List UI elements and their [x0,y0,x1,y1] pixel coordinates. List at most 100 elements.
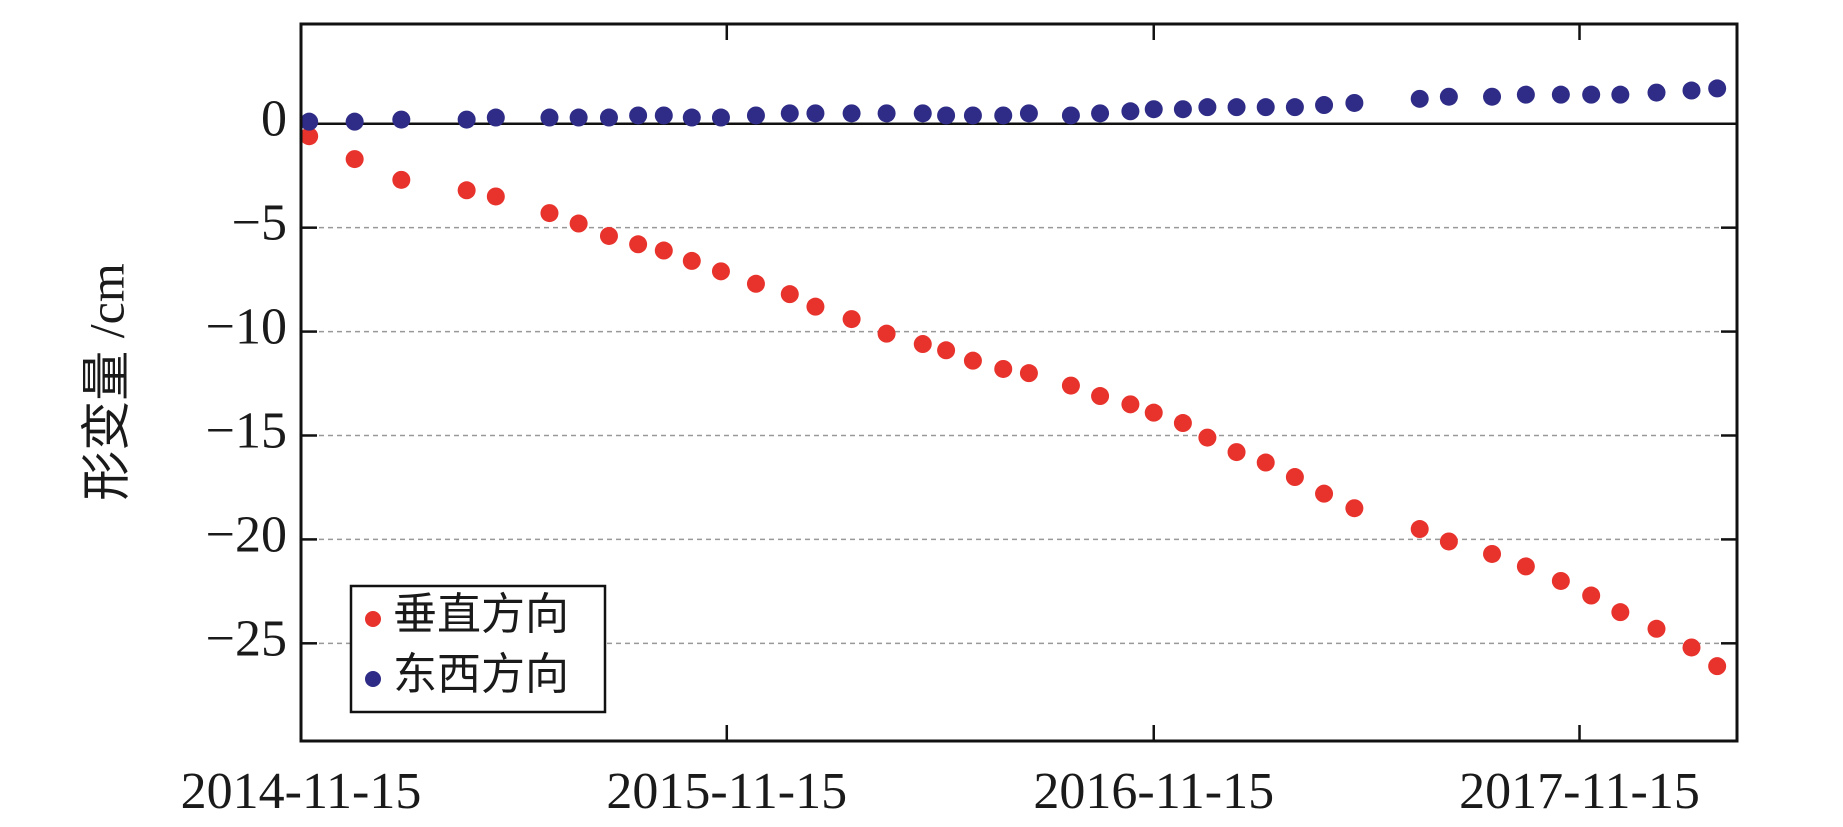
point [1551,85,1570,104]
point [629,235,648,254]
point [1285,468,1304,487]
point [1061,376,1080,395]
point [1483,87,1502,106]
point [1121,395,1140,414]
point [913,104,932,123]
point [392,170,411,189]
point [1285,98,1304,117]
point [1611,85,1630,104]
point [300,127,319,146]
point [913,335,932,354]
point [1198,428,1217,447]
point [746,274,765,293]
point [963,351,982,370]
point [300,112,319,131]
point [1647,83,1666,102]
y-tick-label: −5 [232,195,287,252]
point [994,359,1013,378]
point [1551,571,1570,590]
point [806,297,825,316]
y-axis-label: 形变量 /cm [78,263,134,501]
point [937,341,956,360]
point [457,181,476,200]
point [540,204,559,223]
point [1019,364,1038,383]
point [711,108,730,127]
point [842,310,861,329]
y-tick-label: 0 [261,91,287,148]
point [1173,100,1192,119]
legend-label: 东西方向 [393,650,569,699]
point [1227,98,1246,117]
point [1682,638,1701,657]
point [392,110,411,129]
point [877,104,896,123]
point [937,106,956,125]
x-tick-label: 2017-11-15 [1459,763,1700,820]
point [682,108,701,127]
legend-label: 垂直方向 [393,590,569,639]
point [1144,403,1163,422]
y-tick-label: −15 [206,402,287,459]
point [1345,499,1364,518]
point [1315,96,1334,115]
legend-box [349,584,607,714]
point [1144,100,1163,119]
legend-marker [365,671,381,687]
point [1516,557,1535,576]
point [1227,443,1246,462]
point [1410,89,1429,108]
plot-frame [299,22,1739,743]
point [1173,414,1192,433]
point [1091,387,1110,406]
point [682,251,701,270]
point [1091,104,1110,123]
point [1439,532,1458,551]
point [569,214,588,233]
point [1647,619,1666,638]
x-tick-label: 2015-11-15 [606,763,847,820]
point [1483,544,1502,563]
point [963,106,982,125]
point [457,110,476,129]
point [1708,79,1727,98]
point [1582,586,1601,605]
point [842,104,861,123]
point [345,112,364,131]
y-tick-label: −10 [206,299,287,356]
point [1198,98,1217,117]
point [1345,93,1364,112]
point [486,108,505,127]
point [486,187,505,206]
point [780,285,799,304]
point [877,324,896,343]
point [569,108,588,127]
point [1256,453,1275,472]
y-tick-label: −20 [206,506,287,563]
point [806,104,825,123]
point [1582,85,1601,104]
point [1315,484,1334,503]
x-tick-label: 2016-11-15 [1033,763,1274,820]
point [1121,102,1140,121]
point [345,150,364,169]
point [1708,657,1727,676]
point [746,106,765,125]
point [1516,85,1535,104]
point [711,262,730,281]
legend-marker [365,611,381,627]
point [1061,106,1080,125]
point [654,241,673,260]
point [1682,81,1701,100]
y-tick-label: −25 [206,610,287,667]
x-tick-label: 2014-11-15 [181,763,422,820]
point [1410,520,1429,539]
point [780,104,799,123]
point [599,108,618,127]
point [994,106,1013,125]
point [1611,603,1630,622]
point [540,108,559,127]
point [1439,87,1458,106]
point [1256,98,1275,117]
